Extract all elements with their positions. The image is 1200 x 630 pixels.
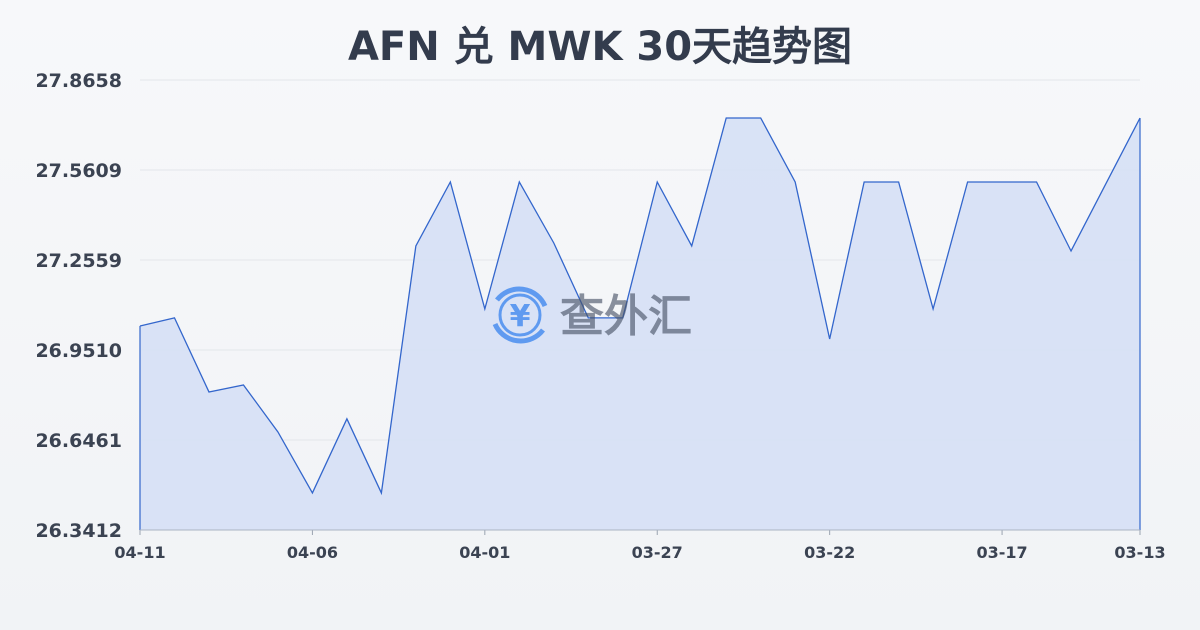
icon-circle [498,293,542,337]
x-tick-label: 04-01 [459,543,510,562]
chart-title: AFN 兑 MWK 30天趋势图 [347,24,853,70]
x-tick-label: 03-22 [804,543,855,562]
icon-arc [492,322,545,344]
y-tick-label: 26.3412 [35,520,122,542]
y-tick-label: 27.2559 [35,250,122,272]
x-tick-label: 04-11 [114,543,165,562]
x-tick-label: 03-27 [632,543,683,562]
y-tick-label: 26.6461 [35,430,122,452]
x-tick-label: 04-06 [287,543,338,562]
watermark-text: 查外汇 [560,291,692,342]
series-line [139,117,1141,496]
watermark: ¥ 查外汇 [492,286,692,344]
y-tick-label: 26.9510 [35,340,122,362]
area-fill [140,117,1140,531]
x-tick-label: 03-17 [976,543,1027,562]
icon-arc [495,286,548,308]
x-tick-label: 03-13 [1114,543,1165,562]
y-tick-label: 27.8658 [35,70,122,92]
yen-symbol: ¥ [510,299,531,334]
yen-exchange-icon: ¥ [492,286,548,344]
y-tick-label: 27.5609 [35,160,122,182]
